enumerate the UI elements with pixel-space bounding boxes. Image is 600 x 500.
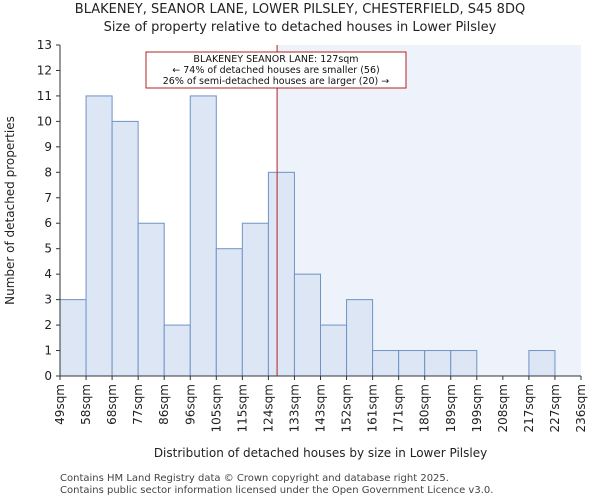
x-tick-label: 227sqm	[548, 384, 562, 432]
histogram-chart: 49sqm 58sqm 68sqm 77sqm 86sqm 96sqm 105sqm 115s…	[3, 38, 588, 460]
larger-region	[277, 45, 581, 376]
bar-86sqm	[163, 324, 191, 377]
annotation-line-1: BLAKENEY SEANOR LANE: 127sqm	[193, 54, 358, 65]
y-tick-label: 13	[37, 38, 52, 52]
x-tick-label: 49sqm	[53, 384, 67, 425]
bar-152sqm	[346, 299, 374, 377]
y-tick-label: 5	[44, 242, 52, 256]
footer-line-1: Contains HM Land Registry data © Crown c…	[60, 473, 449, 484]
y-axis-label: Number of detached properties	[3, 116, 17, 305]
x-tick-label: 96sqm	[183, 384, 197, 425]
y-tick-label: 6	[44, 216, 52, 230]
x-tick-label: 180sqm	[418, 384, 432, 432]
x-tick-label: 217sqm	[522, 384, 536, 432]
y-tick-label: 8	[44, 165, 52, 179]
bar-143sqm	[320, 324, 348, 377]
x-tick-label: 58sqm	[79, 384, 93, 425]
y-tick-label: 11	[37, 89, 52, 103]
x-tick-label: 199sqm	[470, 384, 484, 432]
bar-217sqm	[528, 350, 556, 377]
x-tick-label: 68sqm	[105, 384, 119, 425]
y-tick-label: 1	[44, 344, 52, 358]
x-tick-label: 115sqm	[235, 384, 249, 432]
annotation-line-3: 26% of semi-detached houses are larger (…	[163, 76, 390, 87]
x-tick-label: 171sqm	[392, 384, 406, 432]
x-tick-label: 208sqm	[496, 384, 510, 432]
bar-133sqm	[293, 273, 322, 377]
bar-68sqm	[111, 120, 139, 377]
x-tick-label: 161sqm	[366, 384, 380, 432]
y-tick-label: 4	[44, 267, 52, 281]
chart-subtitle: Size of property relative to detached ho…	[103, 20, 497, 35]
bar-105sqm	[215, 248, 243, 377]
bar-180sqm	[424, 350, 452, 377]
bar-161sqm	[372, 350, 400, 377]
y-tick-label: 12	[37, 63, 52, 77]
bar-189sqm	[450, 350, 478, 377]
x-tick-label: 152sqm	[340, 384, 354, 432]
y-tick-label: 7	[44, 191, 52, 205]
y-tick-label: 0	[44, 369, 52, 383]
bar-77sqm	[137, 222, 165, 377]
annotation-box	[145, 51, 407, 89]
y-tick-label: 3	[44, 293, 52, 307]
bar-58sqm	[85, 95, 113, 377]
bar-171sqm	[398, 350, 426, 377]
y-tick-label: 9	[44, 140, 52, 154]
bar-115sqm	[241, 222, 269, 377]
annotation-line-2: ← 74% of detached houses are smaller (56…	[172, 65, 379, 76]
x-tick-label: 105sqm	[209, 384, 223, 432]
x-tick-label: 236sqm	[574, 384, 588, 432]
chart-title: BLAKENEY, SEANOR LANE, LOWER PILSLEY, CH…	[74, 2, 526, 17]
x-tick-label: 77sqm	[131, 384, 145, 425]
y-tick-label: 2	[44, 318, 52, 332]
bar-96sqm	[189, 95, 217, 377]
bar-49sqm	[59, 299, 87, 377]
x-tick-label: 86sqm	[157, 384, 171, 425]
x-tick-label: 143sqm	[314, 384, 328, 432]
x-axis-label: Distribution of detached houses by size …	[154, 446, 487, 460]
x-tick-label: 124sqm	[261, 384, 275, 432]
x-tick-label: 189sqm	[444, 384, 458, 432]
footer-line-2: Contains public sector information licen…	[60, 485, 494, 496]
y-tick-label: 10	[37, 114, 52, 128]
bar-124sqm	[267, 171, 295, 377]
x-tick-label: 133sqm	[287, 384, 301, 432]
